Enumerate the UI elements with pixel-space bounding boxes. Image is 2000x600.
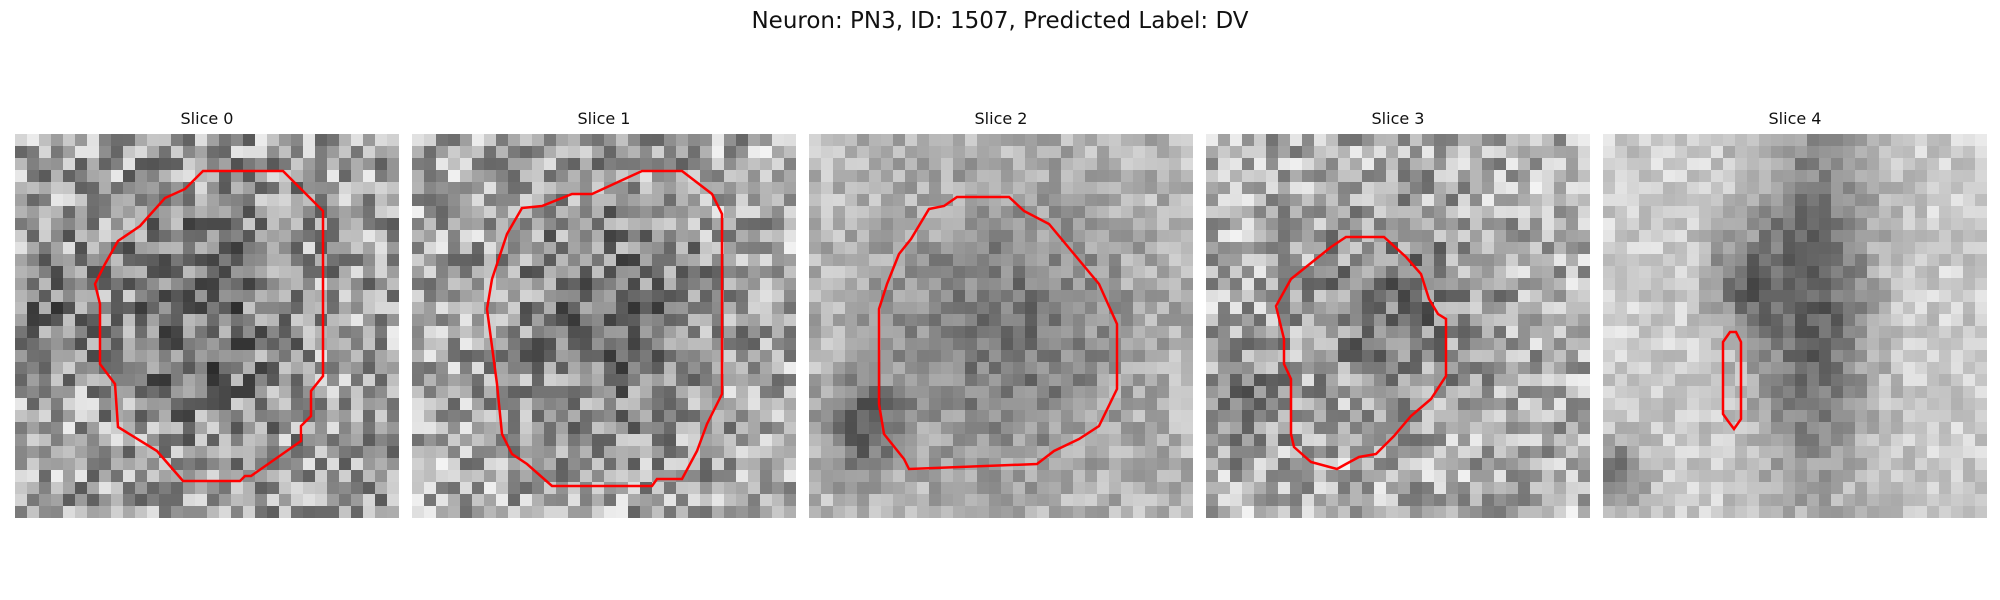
roi-contour	[485, 169, 724, 488]
slice-panel-0: Slice 0	[15, 108, 399, 518]
grayscale-pixel-grid	[15, 134, 399, 518]
slice-image	[1206, 134, 1590, 518]
grayscale-pixel-grid	[1603, 134, 1987, 518]
slice-image	[412, 134, 796, 518]
roi-contour	[1274, 235, 1448, 471]
grayscale-pixel-grid	[809, 134, 1193, 518]
slice-panel-4: Slice 4	[1603, 108, 1987, 518]
grayscale-pixel-grid	[1206, 134, 1590, 518]
slice-panel-2: Slice 2	[809, 108, 1193, 518]
roi-contour	[1721, 330, 1743, 432]
figure-title: Neuron: PN3, ID: 1507, Predicted Label: …	[751, 8, 1249, 34]
grayscale-pixel-grid	[412, 134, 796, 518]
slice-panel-1: Slice 1	[412, 108, 796, 518]
slice-image	[15, 134, 399, 518]
slice-title: Slice 3	[1371, 109, 1425, 128]
slice-image	[1603, 134, 1987, 518]
slice-title: Slice 1	[577, 109, 631, 128]
roi-contour	[93, 169, 325, 483]
slice-panel-3: Slice 3	[1206, 108, 1590, 518]
slice-title: Slice 4	[1768, 109, 1822, 128]
slice-title: Slice 0	[180, 109, 234, 128]
roi-contour	[877, 195, 1119, 471]
slice-title: Slice 2	[974, 109, 1028, 128]
slice-image	[809, 134, 1193, 518]
